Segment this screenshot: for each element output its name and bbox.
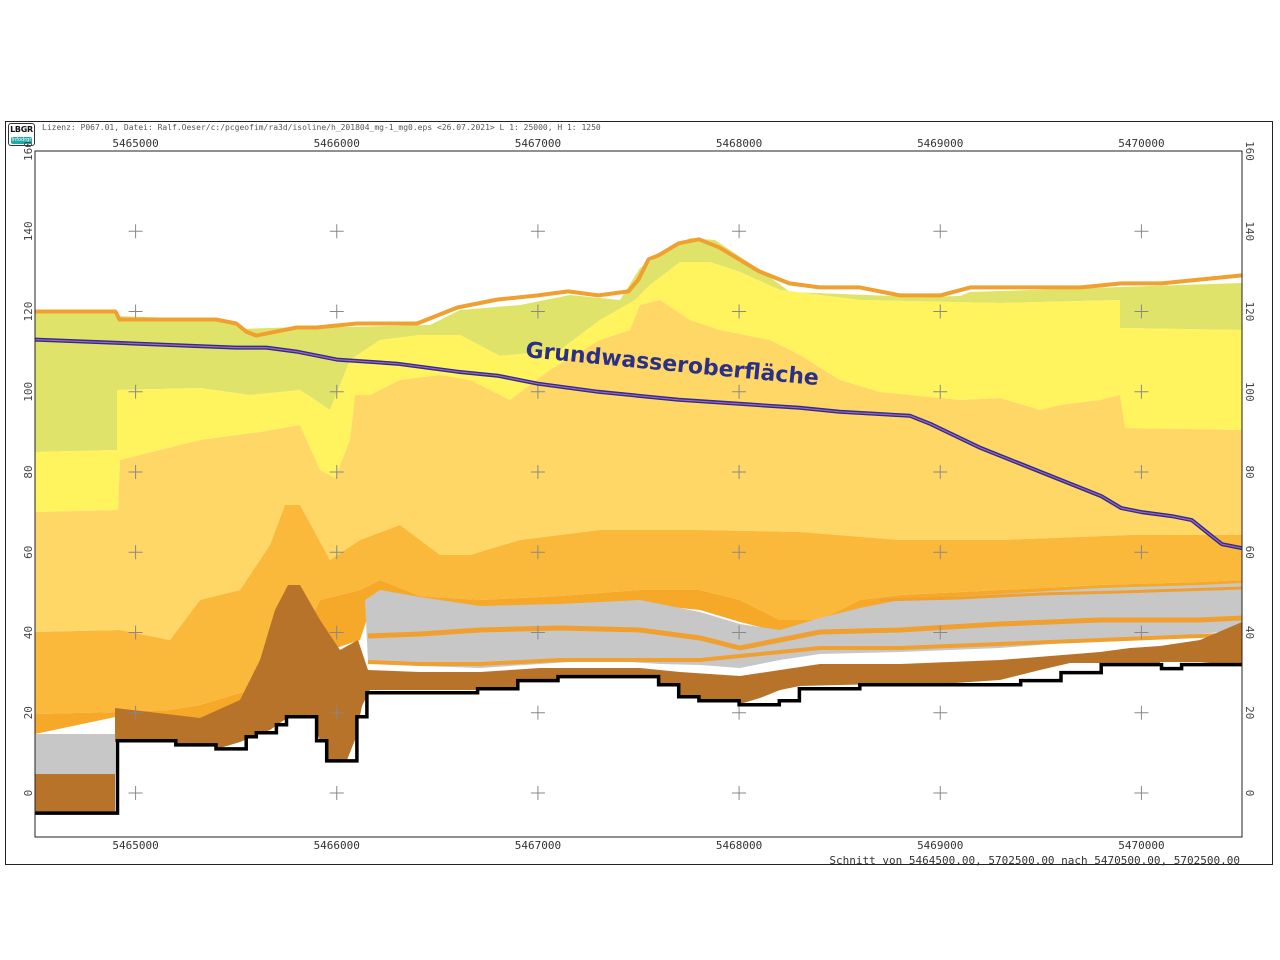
- y-tick-label-right: 20: [1243, 706, 1256, 719]
- y-tick-label-right: 40: [1243, 626, 1256, 639]
- y-axis-left-labels: 0 20 40 60 80 100 120 140 160: [22, 141, 35, 796]
- x-axis-top-labels: 5465000 5466000 5467000 5468000 5469000 54700…: [112, 137, 1164, 150]
- x-tick-label-top: 5469000: [917, 137, 963, 150]
- stripe-orange-3: [879, 586, 1242, 602]
- logo-subtext: Infodrgr: [11, 137, 32, 144]
- y-tick-label-left: 160: [22, 141, 35, 161]
- y-tick-label-left: 0: [22, 790, 35, 797]
- x-tick-label-top: 5468000: [716, 137, 762, 150]
- groundwater-surface-inner-line: [34, 339, 1243, 549]
- x-tick-label-bottom: 5470000: [1118, 839, 1164, 852]
- y-axis-right-labels: 0 20 40 60 80 100 120 140 160: [1243, 141, 1256, 796]
- logo-text: LBGR: [10, 125, 33, 134]
- stripe-orange-1: [367, 615, 1242, 651]
- terrain-surface-line: [35, 237, 1243, 338]
- y-tick-label-right: 160: [1243, 141, 1256, 161]
- section-caption: Schnitt von 5464500.00, 5702500.00 nach …: [829, 854, 1240, 867]
- y-tick-label-left: 140: [22, 221, 35, 241]
- x-tick-label-bottom: 5468000: [716, 839, 762, 852]
- y-tick-label-right: 140: [1243, 221, 1256, 241]
- y-tick-label-right: 120: [1243, 302, 1256, 322]
- x-tick-label-top: 5466000: [314, 137, 360, 150]
- y-tick-label-right: 60: [1243, 546, 1256, 559]
- layer-brown: [35, 585, 1242, 814]
- x-tick-label-top: 5465000: [112, 137, 158, 150]
- y-tick-label-left: 120: [22, 302, 35, 322]
- layer-dark-orange: [35, 580, 1242, 734]
- x-tick-label-bottom: 5469000: [917, 839, 963, 852]
- y-tick-label-left: 20: [22, 706, 35, 719]
- plot-border: [34, 150, 1243, 838]
- y-tick-label-right: 100: [1243, 382, 1256, 402]
- y-tick-label-left: 80: [22, 465, 35, 478]
- y-tick-label-left: 40: [22, 626, 35, 639]
- x-tick-label-bottom: 5466000: [314, 839, 360, 852]
- y-tick-label-right: 0: [1243, 790, 1256, 797]
- grid-crosses: [128, 224, 1149, 800]
- x-tick-label-bottom: 5465000: [112, 839, 158, 852]
- x-tick-label-bottom: 5467000: [515, 839, 561, 852]
- file-info-text: Lizenz: P067.01, Datei: Ralf.Oeser/c:/pc…: [42, 123, 601, 132]
- stripe-orange-2: [367, 632, 1242, 666]
- y-tick-label-right: 80: [1243, 465, 1256, 478]
- x-axis-bottom-labels: 5465000 5466000 5467000 5468000 5469000 54700…: [112, 839, 1164, 852]
- y-tick-label-left: 60: [22, 546, 35, 559]
- y-tick-label-left: 100: [22, 382, 35, 402]
- layer-grey: [365, 583, 1242, 668]
- layer-grey-left: [35, 734, 115, 774]
- x-tick-label-top: 5470000: [1118, 137, 1164, 150]
- layer-yellow: [35, 262, 1242, 512]
- geologic-layers: [35, 151, 1242, 837]
- lbgr-logo: LBGR Infodrgr: [8, 123, 35, 146]
- x-tick-label-top: 5467000: [515, 137, 561, 150]
- model-base-line: [35, 662, 1242, 815]
